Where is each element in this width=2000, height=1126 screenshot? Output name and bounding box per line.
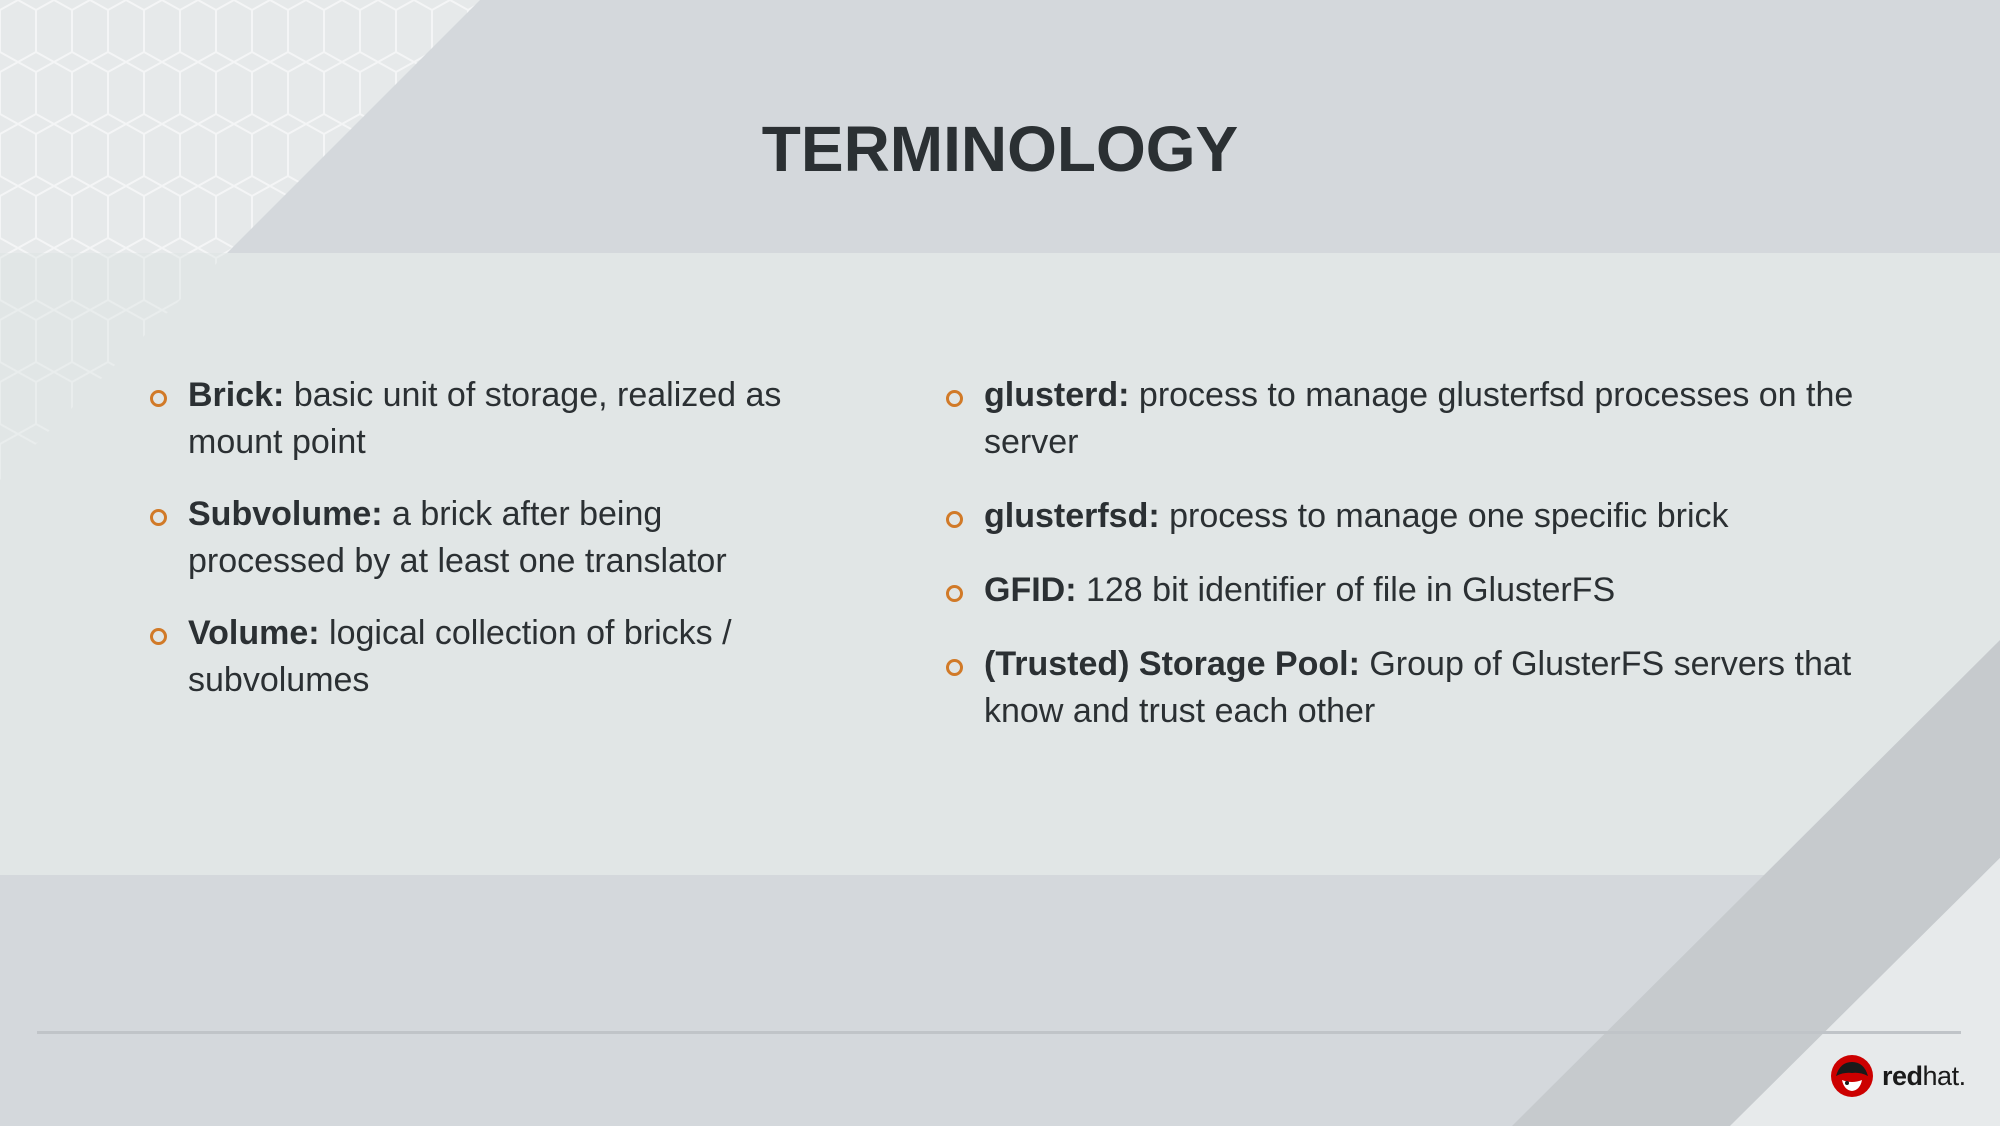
list-item: GFID: 128 bit identifier of file in Glus…	[946, 567, 1866, 614]
list-item: Brick: basic unit of storage, realized a…	[150, 372, 810, 466]
term-description: 128 bit identifier of file in GlusterFS	[1085, 571, 1616, 609]
list-item: Subvolume: a brick after being processed…	[150, 491, 810, 585]
logo-wordmark-bold: red	[1882, 1060, 1923, 1091]
term-description: Group of GlusterFS servers that know and…	[984, 645, 1852, 730]
term-label: GFID:	[984, 571, 1086, 609]
bullet-icon	[150, 390, 167, 407]
term-description: process to manage one specific brick	[1169, 497, 1729, 535]
footer-divider	[37, 1031, 1961, 1034]
list-item: glusterfsd: process to manage one specif…	[946, 493, 1866, 540]
bullet-icon	[946, 390, 963, 407]
term-label: (Trusted) Storage Pool:	[984, 645, 1370, 683]
list-item: (Trusted) Storage Pool: Group of Gluster…	[946, 641, 1866, 735]
slide-title: TERMINOLOGY	[761, 113, 1239, 185]
term-label: Subvolume:	[188, 495, 393, 533]
logo-wordmark: redhat.	[1882, 1061, 1966, 1092]
redhat-logo: redhat.	[1830, 1053, 1966, 1099]
bullet-icon	[150, 628, 167, 645]
terminology-list-right: glusterd: process to manage glusterfsd p…	[946, 372, 1866, 762]
logo-wordmark-light: hat.	[1922, 1060, 1967, 1091]
list-item: glusterd: process to manage glusterfsd p…	[946, 372, 1866, 466]
shadowman-icon	[1831, 1055, 1873, 1097]
bullet-icon	[946, 511, 963, 528]
list-item: Volume: logical collection of bricks / s…	[150, 610, 810, 704]
terminology-list-left: Brick: basic unit of storage, realized a…	[150, 372, 810, 729]
term-label: Brick:	[188, 376, 294, 414]
term-description: logical collection of bricks / subvolume…	[188, 614, 732, 699]
bullet-icon	[150, 509, 167, 526]
term-description: process to manage glusterfsd processes o…	[984, 376, 1854, 461]
term-label: glusterd:	[984, 376, 1139, 414]
term-label: glusterfsd:	[984, 497, 1170, 535]
term-description: basic unit of storage, realized as mount…	[188, 376, 782, 461]
term-description: a brick after being processed by at leas…	[188, 495, 727, 580]
bullet-icon	[946, 585, 963, 602]
term-label: Volume:	[188, 614, 330, 652]
bullet-icon	[946, 659, 963, 676]
